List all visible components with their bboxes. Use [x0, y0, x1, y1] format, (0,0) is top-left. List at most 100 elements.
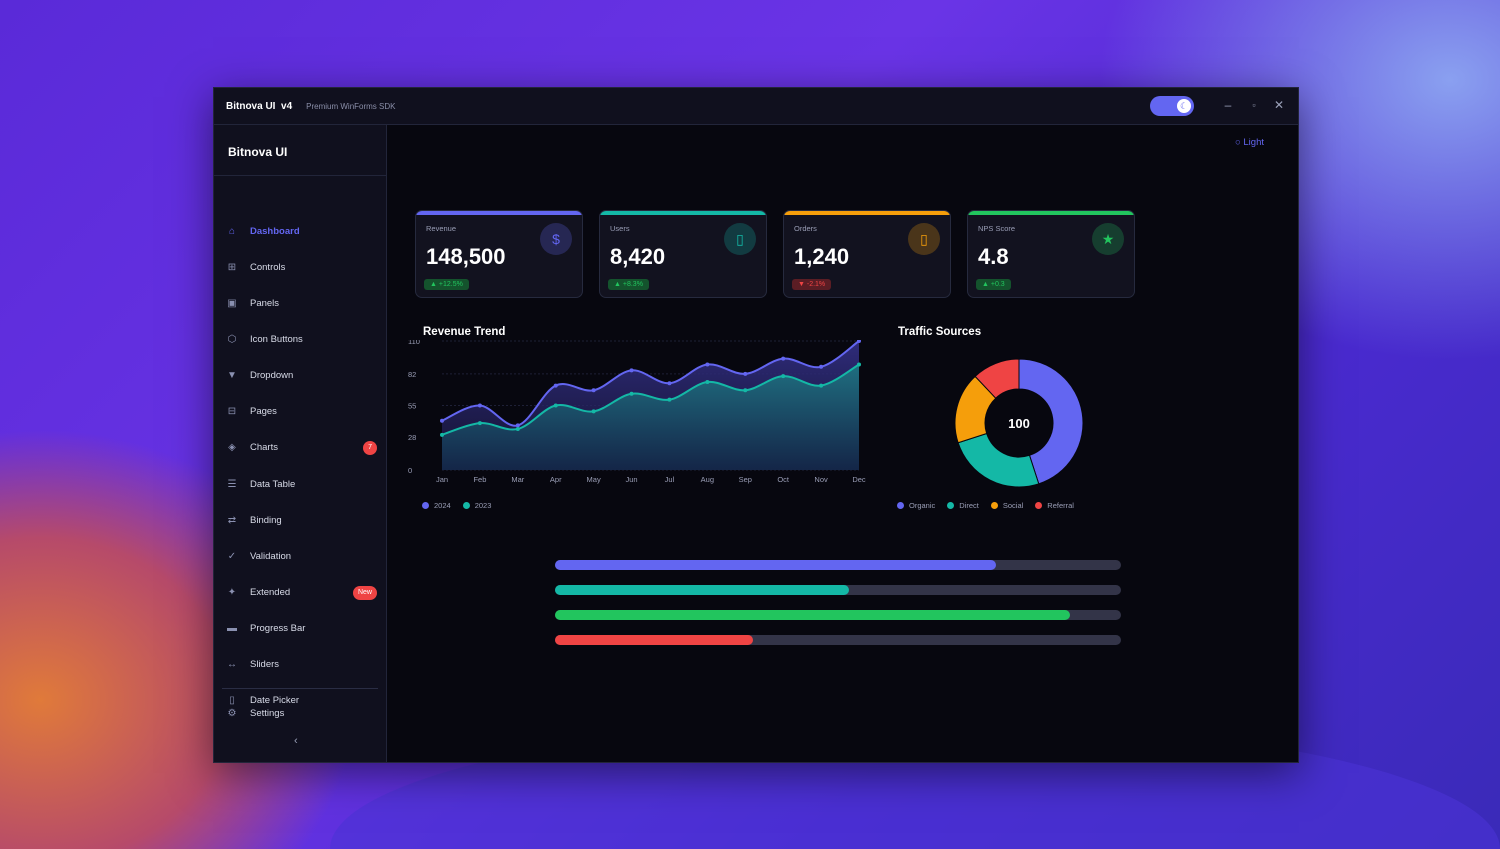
swap-icon: ⇄: [227, 514, 237, 526]
light-theme-link[interactable]: ○ Light: [1235, 137, 1264, 148]
card-value: 4.8: [978, 244, 1009, 269]
data-point[interactable]: [781, 374, 786, 379]
data-point[interactable]: [857, 340, 861, 343]
sidebar-item-label: Extended: [250, 587, 291, 598]
x-tick-label: Jan: [436, 475, 448, 484]
sidebar-item-data-table[interactable]: ☰ Data Table: [214, 470, 387, 498]
calendar-icon: ▯: [229, 695, 235, 707]
app-subtitle: Premium WinForms SDK: [306, 101, 396, 111]
data-point[interactable]: [705, 362, 710, 367]
data-point[interactable]: [781, 356, 786, 361]
sidebar-item-dashboard[interactable]: ⌂ Dashboard: [214, 217, 387, 245]
sidebar-item-label: Binding: [250, 514, 282, 526]
x-tick-label: Aug: [701, 475, 714, 484]
sidebar-item-pages[interactable]: ⊟ Pages: [214, 398, 387, 426]
user-icon: ▯: [724, 223, 756, 255]
progress-bar: [555, 610, 1121, 620]
data-point[interactable]: [515, 426, 520, 431]
star-icon: ★: [1092, 223, 1124, 255]
data-point[interactable]: [515, 423, 520, 428]
data-point[interactable]: [477, 421, 482, 426]
sidebar-item-dropdown[interactable]: ▼ Dropdown: [214, 362, 387, 390]
donut-slice-organic[interactable]: [1018, 358, 1084, 485]
sidebar-badge: 7: [363, 440, 377, 455]
data-point[interactable]: [591, 388, 596, 393]
legend-item[interactable]: 2023: [462, 501, 491, 510]
sidebar-item-label: Sliders: [250, 659, 280, 671]
collapse-button[interactable]: ‹: [294, 735, 298, 747]
data-point[interactable]: [440, 432, 444, 437]
progress-fill: [555, 560, 997, 570]
x-tick-label: Jun: [625, 475, 637, 484]
hexagon-icon: ⬡: [227, 333, 237, 345]
data-point[interactable]: [553, 403, 558, 408]
sidebar-item-controls[interactable]: ⊞ Controls: [214, 253, 387, 281]
data-point[interactable]: [857, 362, 861, 367]
traffic-sources-title: Traffic Sources: [898, 326, 982, 338]
sidebar-item-label: Pages: [250, 406, 277, 418]
theme-toggle[interactable]: ☾: [1150, 96, 1194, 116]
app-title: Bitnova UI v4: [226, 100, 293, 112]
sidebar-item-label: Charts: [250, 442, 278, 454]
sidebar-item-validation[interactable]: ✓ Validation: [214, 542, 387, 570]
sparkle-icon: ✦: [227, 587, 237, 598]
minimize-button[interactable]: –: [1224, 98, 1232, 112]
legend-item[interactable]: Referral: [1035, 501, 1074, 510]
legend-item[interactable]: 2024: [422, 501, 451, 510]
card-value: 148,500: [426, 244, 506, 269]
data-point[interactable]: [440, 418, 444, 423]
pages-icon: ⊟: [227, 406, 237, 418]
sidebar-item-binding[interactable]: ⇄ Binding: [214, 506, 387, 534]
data-point[interactable]: [743, 388, 748, 393]
close-button[interactable]: ✕: [1273, 98, 1285, 112]
card-delta-badge: ▲ +12.5%: [424, 279, 469, 290]
y-tick-label: 28: [408, 433, 416, 442]
sidebar-item-panels[interactable]: ▣ Panels: [214, 289, 387, 317]
legend-swatch: [947, 502, 955, 509]
legend-item[interactable]: Social: [990, 501, 1023, 510]
sidebar-item-progress-bar[interactable]: ▬ Progress Bar: [214, 615, 387, 643]
sidebar-item-label: Data Table: [250, 478, 296, 490]
card-label: Revenue: [426, 224, 457, 233]
progress-fill: [555, 610, 1071, 620]
y-tick-label: 110: [408, 340, 420, 346]
card-accent-bar: [784, 211, 950, 215]
data-point[interactable]: [667, 397, 672, 402]
sidebar-item-charts[interactable]: ◈ Charts 7: [214, 434, 387, 462]
data-point[interactable]: [705, 380, 710, 385]
sidebar-item-icon-buttons[interactable]: ⬡ Icon Buttons: [214, 325, 387, 353]
revenue-trend-title: Revenue Trend: [423, 326, 506, 338]
home-icon: ⌂: [228, 225, 236, 237]
sidebar-item-label: Validation: [250, 550, 292, 562]
data-point[interactable]: [629, 391, 634, 396]
sidebar-item-sliders[interactable]: ↔ Sliders: [214, 651, 387, 679]
data-point[interactable]: [553, 383, 558, 388]
divider: [214, 175, 386, 176]
data-point[interactable]: [819, 383, 824, 388]
donut-slice-direct[interactable]: [957, 432, 1040, 488]
donut-slice-referral[interactable]: [974, 358, 1020, 399]
y-tick-label: 0: [408, 466, 412, 475]
data-point[interactable]: [667, 381, 672, 386]
series-line-2023: [441, 363, 860, 436]
maximize-button[interactable]: ▫: [1252, 100, 1256, 110]
data-point[interactable]: [743, 371, 748, 376]
sidebar-item-settings[interactable]: ⚙ Settings: [214, 699, 387, 727]
card-value: 1,240: [794, 244, 850, 269]
sidebar-brand: Bitnova UI: [228, 145, 288, 159]
sidebar-item-label: Dashboard: [250, 225, 300, 237]
progress-icon: ▬: [227, 623, 237, 635]
chart-icon: ◈: [228, 442, 236, 454]
y-tick-label: 82: [408, 370, 416, 379]
sidebar-item-extended[interactable]: ✦ Extended New: [214, 579, 387, 607]
data-point[interactable]: [629, 368, 634, 373]
data-point[interactable]: [591, 409, 596, 414]
data-point[interactable]: [819, 364, 824, 369]
sidebar-item-date-picker[interactable]: ▯ Date Picker: [214, 687, 387, 715]
legend-item[interactable]: Direct: [947, 501, 979, 510]
donut-center-label: 100: [1008, 416, 1030, 431]
legend-item[interactable]: Organic: [897, 501, 935, 510]
area-fill-2023: [442, 364, 859, 470]
data-point[interactable]: [477, 403, 482, 408]
slider-icon: ↔: [227, 659, 237, 671]
